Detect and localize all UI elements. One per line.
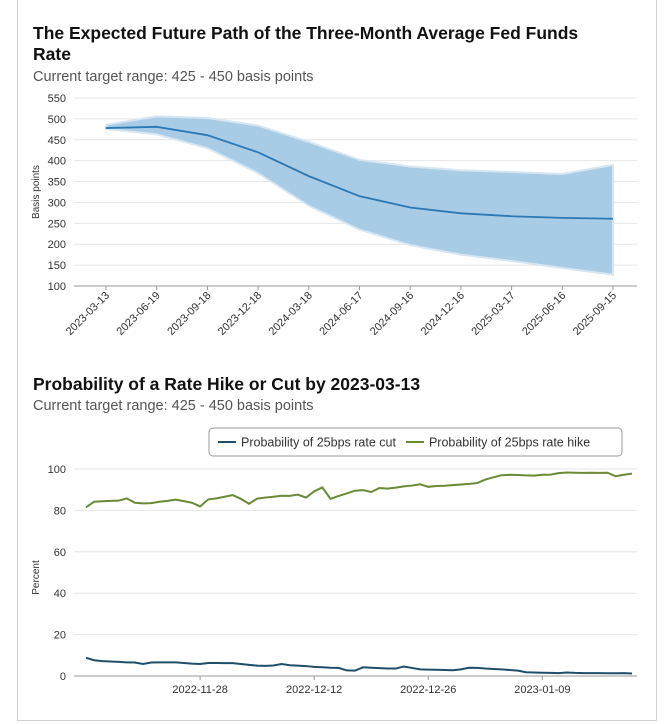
x-tick-label: 2025-06-16 bbox=[520, 290, 568, 338]
x-tick-label: 2023-06-19 bbox=[115, 290, 163, 338]
series-line bbox=[85, 656, 633, 675]
legend-label: Probability of 25bps rate cut bbox=[241, 436, 396, 450]
x-tick-label: 2022-12-12 bbox=[286, 684, 342, 696]
x-tick-label: 2025-09-15 bbox=[571, 290, 619, 338]
x-tick-label: 2022-12-26 bbox=[400, 684, 456, 696]
y-tick-label: 60 bbox=[54, 547, 66, 559]
y-tick-label: 80 bbox=[54, 505, 66, 517]
y-tick-label: 40 bbox=[54, 588, 66, 600]
x-tick-label: 2024-09-16 bbox=[368, 290, 416, 338]
chart2-title: Probability of a Rate Hike or Cut by 202… bbox=[33, 374, 421, 394]
y-tick-label: 200 bbox=[48, 239, 66, 251]
chart1-subtitle: Current target range: 425 - 450 basis po… bbox=[33, 69, 314, 85]
y-tick-label: 20 bbox=[54, 630, 66, 642]
y-axis-label: Basis points bbox=[31, 165, 42, 219]
y-axis-label: Percent bbox=[31, 560, 42, 595]
y-tick-label: 0 bbox=[60, 671, 66, 683]
y-tick-label: 100 bbox=[48, 281, 66, 293]
series-line bbox=[85, 471, 633, 509]
y-tick-label: 100 bbox=[48, 464, 66, 476]
x-tick-label: 2022-11-28 bbox=[172, 684, 227, 696]
x-tick-label: 2023-12-18 bbox=[216, 290, 264, 338]
y-tick-label: 250 bbox=[48, 218, 66, 230]
y-tick-label: 500 bbox=[48, 114, 66, 126]
x-tick-label: 2023-09-18 bbox=[165, 290, 213, 338]
x-tick-label: 2024-12-16 bbox=[419, 290, 467, 338]
y-tick-label: 400 bbox=[48, 156, 66, 168]
legend-label: Probability of 25bps rate hike bbox=[429, 436, 590, 450]
chart2-subtitle: Current target range: 425 - 450 basis po… bbox=[33, 398, 314, 414]
x-tick-label: 2024-06-17 bbox=[317, 290, 365, 338]
y-tick-label: 550 bbox=[48, 93, 66, 105]
expected-path-chart: 100 150 200 250 300 350 400 450 500 550 Basis poin… bbox=[31, 93, 637, 338]
x-tick-label: 2023-03-13 bbox=[64, 290, 112, 338]
y-tick-label: 350 bbox=[48, 177, 66, 189]
x-tick-label: 2025-03-17 bbox=[469, 290, 517, 338]
probability-chart: 0 20 40 60 80 100 Percent 2022-11-28 2022-12-12 2… bbox=[31, 427, 637, 696]
chart-panel bbox=[17, 0, 657, 721]
y-tick-label: 300 bbox=[48, 197, 66, 209]
chart1-title: The Expected Future Path of the Three-Mo… bbox=[33, 23, 579, 64]
y-tick-label: 450 bbox=[48, 135, 66, 147]
x-tick-label: 2023-01-09 bbox=[514, 684, 570, 696]
y-tick-label: 150 bbox=[48, 260, 66, 272]
x-tick-label: 2024-03-18 bbox=[267, 290, 315, 338]
